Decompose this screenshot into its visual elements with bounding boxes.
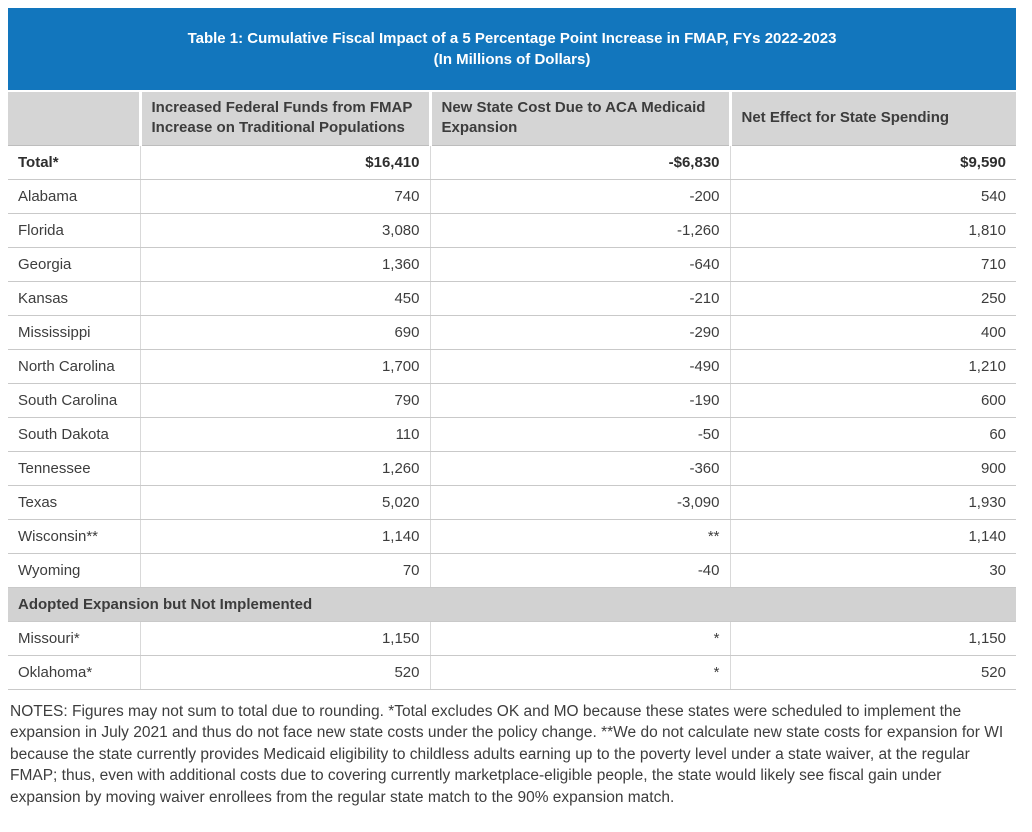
state-cost-value: -3,090 <box>429 485 730 520</box>
net-effect-value: 60 <box>729 417 1016 452</box>
federal-funds-value: 450 <box>139 281 430 316</box>
table-row: Mississippi 690 -290 400 <box>8 315 1016 350</box>
federal-funds-value: 690 <box>139 315 430 350</box>
table-row: Oklahoma* 520 * 520 <box>8 655 1016 690</box>
state-cost-value: -290 <box>429 315 730 350</box>
state-cost-value: -190 <box>429 383 730 418</box>
federal-funds-value: 1,260 <box>139 451 430 486</box>
table-row: Wisconsin** 1,140 ** 1,140 <box>8 519 1016 554</box>
state-cost-value: -1,260 <box>429 213 730 248</box>
federal-funds-value: 790 <box>139 383 430 418</box>
federal-funds-value: 1,700 <box>139 349 430 384</box>
table-row-total: Total* $16,410 -$6,830 $9,590 <box>8 145 1016 180</box>
state-cost-value: -360 <box>429 451 730 486</box>
row-label: Alabama <box>8 179 140 214</box>
net-effect-value: 1,150 <box>729 621 1016 656</box>
federal-funds-value: 70 <box>139 553 430 588</box>
net-effect-value: 400 <box>729 315 1016 350</box>
row-label: Kansas <box>8 281 140 316</box>
row-label: Wyoming <box>8 553 140 588</box>
net-effect-value: $9,590 <box>729 145 1016 180</box>
table-row: Alabama 740 -200 540 <box>8 179 1016 214</box>
net-effect-value: 250 <box>729 281 1016 316</box>
column-header-federal-funds: Increased Federal Funds from FMAP Increa… <box>138 92 430 146</box>
row-label: Wisconsin** <box>8 519 140 554</box>
federal-funds-value: 3,080 <box>139 213 430 248</box>
federal-funds-value: 5,020 <box>139 485 430 520</box>
row-label: South Dakota <box>8 417 140 452</box>
table-row: Tennessee 1,260 -360 900 <box>8 451 1016 486</box>
section-header-label: Adopted Expansion but Not Implemented <box>8 587 1016 622</box>
row-label: North Carolina <box>8 349 140 384</box>
row-label: Georgia <box>8 247 140 282</box>
column-header-state <box>8 92 140 146</box>
federal-funds-value: 110 <box>139 417 430 452</box>
federal-funds-value: 1,150 <box>139 621 430 656</box>
table-header: Increased Federal Funds from FMAP Increa… <box>8 92 1016 146</box>
table-row: Texas 5,020 -3,090 1,930 <box>8 485 1016 520</box>
federal-funds-value: 520 <box>139 655 430 690</box>
federal-funds-value: 740 <box>139 179 430 214</box>
state-cost-value: -40 <box>429 553 730 588</box>
notes-text: NOTES: Figures may not sum to total due … <box>10 702 1004 806</box>
federal-funds-value: 1,360 <box>139 247 430 282</box>
table-row: South Carolina 790 -190 600 <box>8 383 1016 418</box>
row-label: Mississippi <box>8 315 140 350</box>
state-cost-value: * <box>429 621 730 656</box>
table-row: North Carolina 1,700 -490 1,210 <box>8 349 1016 384</box>
net-effect-value: 900 <box>729 451 1016 486</box>
table-title-banner: Table 1: Cumulative Fiscal Impact of a 5… <box>8 8 1016 90</box>
state-cost-value: -200 <box>429 179 730 214</box>
row-label: Texas <box>8 485 140 520</box>
section-header-row: Adopted Expansion but Not Implemented <box>8 587 1016 622</box>
table-row: Wyoming 70 -40 30 <box>8 553 1016 588</box>
table-row: South Dakota 110 -50 60 <box>8 417 1016 452</box>
table-title-line1: Table 1: Cumulative Fiscal Impact of a 5… <box>187 30 837 47</box>
net-effect-value: 600 <box>729 383 1016 418</box>
state-cost-value: ** <box>429 519 730 554</box>
state-cost-value: -640 <box>429 247 730 282</box>
row-label: Total* <box>8 145 140 180</box>
row-label: Florida <box>8 213 140 248</box>
net-effect-value: 1,140 <box>729 519 1016 554</box>
row-label: South Carolina <box>8 383 140 418</box>
state-cost-value: -50 <box>429 417 730 452</box>
net-effect-value: 520 <box>729 655 1016 690</box>
header-row: Increased Federal Funds from FMAP Increa… <box>8 92 1016 146</box>
state-cost-value: -210 <box>429 281 730 316</box>
net-effect-value: 1,810 <box>729 213 1016 248</box>
table-body: Total* $16,410 -$6,830 $9,590 Alabama 74… <box>8 145 1016 690</box>
state-cost-value: -$6,830 <box>429 145 730 180</box>
column-header-net-effect: Net Effect for State Spending <box>728 92 1016 146</box>
federal-funds-value: $16,410 <box>139 145 430 180</box>
net-effect-value: 1,210 <box>729 349 1016 384</box>
table-row: Kansas 450 -210 250 <box>8 281 1016 316</box>
state-cost-value: * <box>429 655 730 690</box>
column-header-state-cost: New State Cost Due to ACA Medicaid Expan… <box>428 92 730 146</box>
table-title-line2: (In Millions of Dollars) <box>433 51 591 68</box>
federal-funds-value: 1,140 <box>139 519 430 554</box>
row-label: Missouri* <box>8 621 140 656</box>
table-row: Florida 3,080 -1,260 1,810 <box>8 213 1016 248</box>
table-row: Georgia 1,360 -640 710 <box>8 247 1016 282</box>
net-effect-value: 710 <box>729 247 1016 282</box>
state-cost-value: -490 <box>429 349 730 384</box>
fiscal-impact-table: Increased Federal Funds from FMAP Increa… <box>8 92 1016 690</box>
table-row: Missouri* 1,150 * 1,150 <box>8 621 1016 656</box>
net-effect-value: 1,930 <box>729 485 1016 520</box>
net-effect-value: 540 <box>729 179 1016 214</box>
row-label: Tennessee <box>8 451 140 486</box>
net-effect-value: 30 <box>729 553 1016 588</box>
row-label: Oklahoma* <box>8 655 140 690</box>
